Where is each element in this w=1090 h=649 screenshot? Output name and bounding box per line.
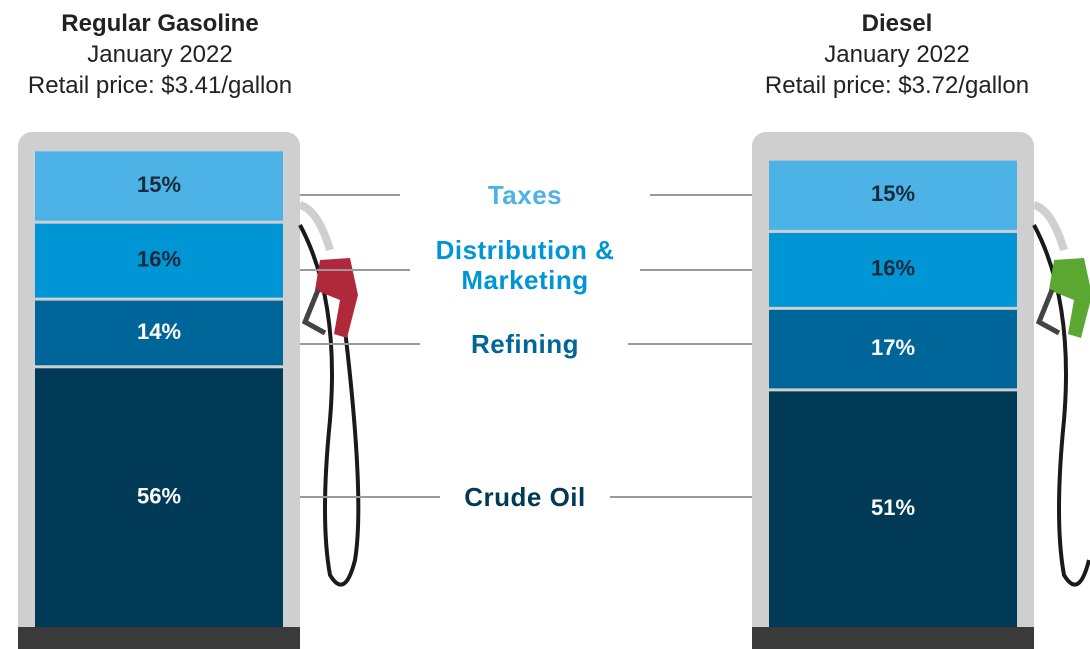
header-left: Regular Gasoline January 2022 Retail pri… [0,8,340,101]
category-title: Regular Gasoline [0,8,340,39]
subtitle: January 2022 [0,39,340,70]
value-label: 14% [137,319,181,344]
category-title: Diesel [717,8,1077,39]
value-label: 51% [871,495,915,520]
note: Retail price: $3.72/gallon [717,70,1077,101]
value-label: 16% [137,246,181,271]
value-label: 15% [871,181,915,206]
header-right: Diesel January 2022 Retail price: $3.72/… [717,8,1077,101]
subtitle: January 2022 [717,39,1077,70]
legend-label: Taxes [420,180,630,210]
note: Retail price: $3.41/gallon [0,70,340,101]
value-label: 17% [871,335,915,360]
legend-label: Distribution & Marketing [420,235,630,295]
infographic: 56% 14% 16% 15% 51% 17% 16% 15% Regular Gasolin… [0,0,1090,649]
value-label: 15% [137,172,181,197]
value-label: 16% [871,256,915,281]
legend-label: Refining [420,329,630,359]
legend-label: Crude Oil [420,482,630,512]
value-label: 56% [137,483,181,508]
